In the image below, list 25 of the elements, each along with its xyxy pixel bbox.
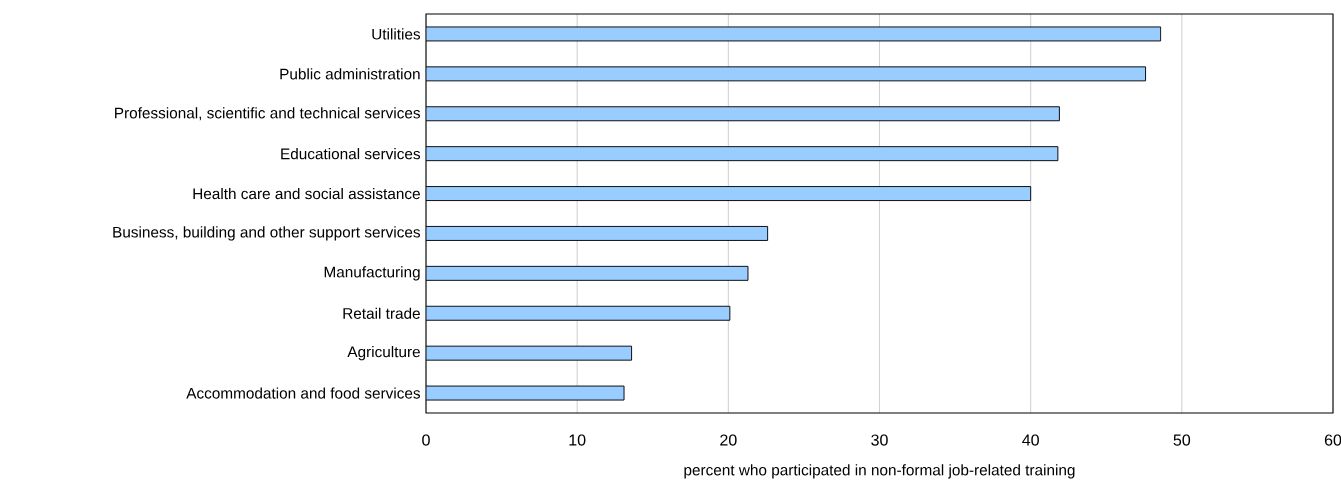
- bar: [426, 146, 1059, 162]
- y-tick-label: Manufacturing: [324, 266, 420, 281]
- y-tick-label: Accommodation and food services: [186, 387, 421, 399]
- bar: [426, 225, 769, 241]
- y-tick-label: Public administration: [280, 68, 420, 80]
- bar: [426, 345, 633, 361]
- bar: [426, 265, 749, 281]
- bar: [426, 305, 731, 321]
- y-tick-label: Agriculture: [347, 346, 420, 361]
- x-tick-label: 30: [871, 434, 888, 446]
- x-tick-label: 10: [569, 434, 586, 446]
- x-axis-title: percent who participated in non-formal job-related training: [684, 464, 1075, 479]
- x-tick-label: 60: [1324, 434, 1341, 446]
- x-tick-label: 0: [422, 434, 430, 446]
- y-tick-label: Utilities: [372, 28, 421, 40]
- y-tick-label: Retail trade: [343, 307, 420, 319]
- y-tick-label: Health care and social assistance: [193, 187, 420, 200]
- y-tick-label: Educational services: [281, 148, 421, 160]
- bar: [426, 186, 1032, 202]
- y-tick-label: Business, building and other support services: [113, 226, 421, 241]
- x-tick-label: 40: [1022, 434, 1039, 446]
- x-tick-label: 50: [1173, 434, 1191, 446]
- bar: [426, 106, 1060, 122]
- y-tick-label: Professional, scientific and technical services: [115, 107, 421, 121]
- x-tick-label: 20: [720, 434, 737, 446]
